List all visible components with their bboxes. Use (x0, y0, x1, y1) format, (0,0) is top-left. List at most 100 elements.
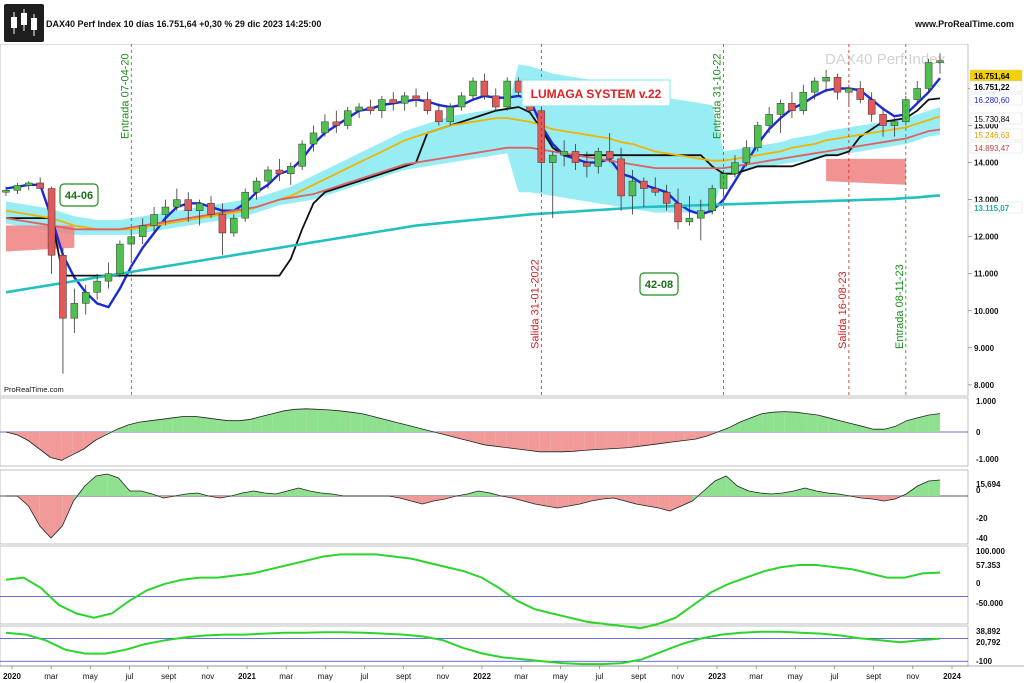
oscillator-fill (771, 493, 783, 496)
candle-body (708, 188, 716, 211)
oscillator-fill (250, 416, 262, 432)
oscillator-fill (728, 422, 740, 432)
oscillator-fill (118, 478, 130, 496)
candle-body (446, 106, 454, 123)
candle-body (150, 214, 158, 226)
oscillator-fill (217, 419, 229, 432)
price-badge (969, 128, 1023, 141)
candle-body (765, 114, 773, 126)
oscillator-fill (276, 491, 288, 496)
oscillator-fill (726, 476, 738, 496)
system-label: LUMAGA SYSTEM v.22 (531, 87, 662, 101)
oscillator-fill (50, 432, 62, 461)
oscillator-tick-label: 15,694 (976, 480, 1001, 489)
oscillator-fill (561, 432, 574, 452)
oscillator-line-panel1 (5, 408, 941, 461)
oscillator-fill (283, 409, 296, 432)
oscillator-tick-label: 57.353 (976, 561, 1001, 570)
candle-body (913, 88, 921, 100)
oscillator-fill (298, 488, 310, 496)
time-tick-label: 2022 (473, 672, 491, 681)
oscillator-fill (773, 411, 785, 432)
oscillator-fill (150, 419, 162, 432)
oscillator-fill (141, 491, 153, 496)
oscillator-fill (411, 496, 423, 504)
oscillator-tick-label: 0 (976, 428, 981, 437)
candle-body (799, 91, 808, 111)
candle-body (503, 80, 511, 108)
time-tick-label: may (83, 672, 98, 681)
oscillator-fill (737, 486, 749, 496)
ichimoku-cloud-bear (6, 225, 75, 252)
panel-frame-p4 (0, 625, 969, 667)
oscillator-fill (650, 432, 663, 445)
oscillator-fill (72, 432, 84, 455)
oscillator-fill (782, 491, 794, 496)
candle-body (104, 273, 113, 282)
candle-body (719, 173, 728, 189)
oscillator-fill (272, 410, 284, 432)
signal-box (639, 272, 679, 296)
oscillator-fill (467, 491, 479, 496)
ichimoku-cloud-bull (6, 64, 940, 235)
oscillator-fill (450, 432, 462, 440)
oscillator-fill (422, 496, 434, 504)
price-badge (969, 80, 1023, 93)
oscillator-fill (512, 496, 524, 501)
oscillator-fill (684, 432, 696, 441)
instrument-title: DAX40 Perf Index 10 días 16.751,64 +0,30… (46, 19, 322, 29)
candle-body (583, 162, 591, 167)
candle-body (788, 103, 796, 111)
signal-box (59, 183, 99, 207)
candle-body (845, 88, 853, 93)
site-link[interactable]: www.ProRealTime.com (914, 19, 1014, 29)
candle-body (469, 80, 477, 97)
oscillator-fill (662, 432, 674, 444)
oscillator-fill (83, 432, 95, 449)
oscillator-fill (639, 432, 651, 447)
time-tick-label: sept (396, 672, 412, 681)
time-tick-label: may (788, 672, 803, 681)
candle-body (355, 106, 363, 111)
price-badge (969, 201, 1023, 214)
candle-body (264, 169, 272, 182)
candle-body (13, 185, 22, 191)
time-tick-label: sept (631, 672, 647, 681)
oscillator-fill (861, 496, 873, 499)
time-tick-label: jul (829, 672, 838, 681)
oscillator-tick-label: -50.000 (976, 599, 1004, 608)
candle-body (343, 110, 352, 126)
oscillator-fill (94, 432, 107, 441)
candle-body (81, 292, 90, 304)
oscillator-fill (748, 491, 760, 496)
watermark-text: DAX40 Perf Index (825, 51, 946, 68)
signal-box-label: 44-06 (65, 190, 93, 202)
oscillator-tick-label: -1.000 (976, 455, 999, 464)
oscillator-fill (928, 413, 940, 432)
candle-body (685, 217, 694, 223)
candle-body (47, 188, 56, 256)
panel-frame-p3 (0, 545, 969, 625)
candle-body (321, 121, 329, 134)
annotation-layer: Entrada 07-04-20 Salida 31-01-2022 Entrada… (59, 44, 1023, 396)
candle-body (36, 182, 44, 189)
oscillator-tick-label: 0 (976, 486, 981, 495)
candle-body (879, 114, 887, 126)
oscillator-fill (361, 413, 373, 432)
price-badge-label: 15.246,63 (974, 131, 1010, 140)
oscillator-fill (714, 476, 727, 496)
oscillator-fill (573, 432, 585, 452)
oscillator-fill (62, 496, 74, 526)
oscillator-fill (873, 429, 885, 432)
oscillator-fill (928, 480, 940, 496)
candle-body (230, 217, 238, 234)
signal-label-entry: Entrada 31-10-22 (712, 53, 724, 139)
oscillator-fill (828, 417, 840, 432)
oscillator-fill (550, 432, 562, 452)
overlay-line-black_line (6, 97, 941, 277)
oscillator-fill (906, 486, 918, 496)
oscillator-fill (239, 419, 251, 432)
oscillator-fill (17, 432, 29, 441)
oscillator-fill (399, 496, 412, 501)
candle-body (59, 254, 67, 319)
